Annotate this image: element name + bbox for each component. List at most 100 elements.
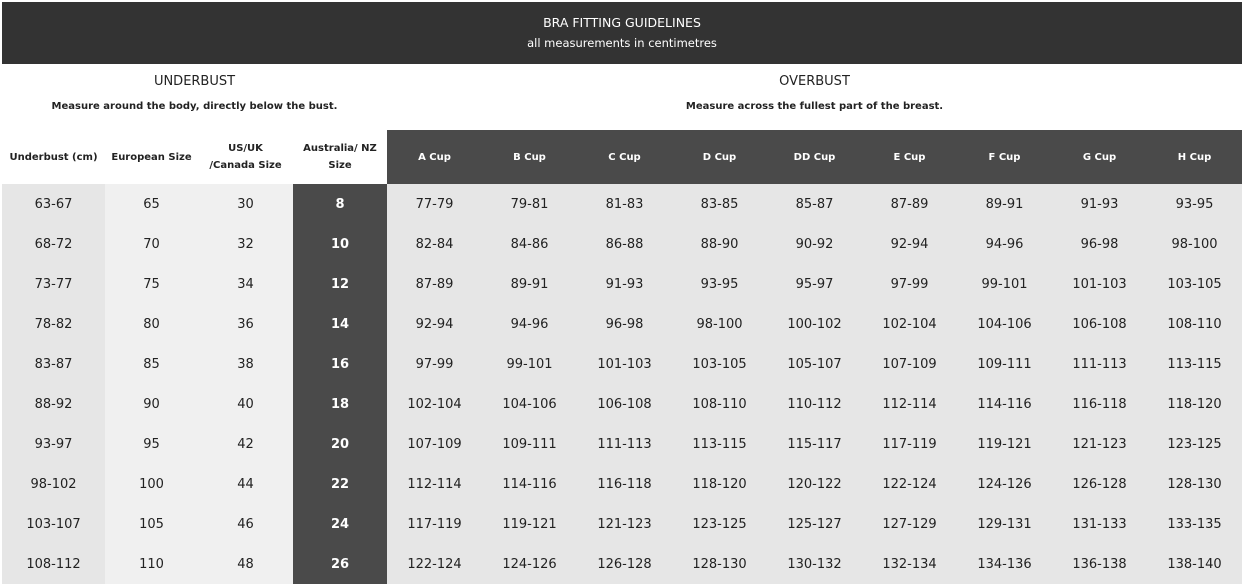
table-cell: 136-138 bbox=[1052, 544, 1147, 584]
table-cell: 103-105 bbox=[672, 344, 767, 384]
column-header: G Cup bbox=[1052, 130, 1147, 184]
table-cell: 111-113 bbox=[1052, 344, 1147, 384]
table-cell: 112-114 bbox=[387, 464, 482, 504]
table-cell: 123-125 bbox=[672, 504, 767, 544]
table-cell: 80 bbox=[105, 304, 198, 344]
table-cell: 103-107 bbox=[2, 504, 105, 544]
table-cell: 109-111 bbox=[957, 344, 1052, 384]
table-cell: 121-123 bbox=[577, 504, 672, 544]
table-row: 63-67 65 30 8 77-79 79-81 81-83 83-85 85-87 87-89… bbox=[2, 184, 1242, 224]
table-cell: 85 bbox=[105, 344, 198, 384]
table-cell: 26 bbox=[293, 544, 387, 584]
table-cell: 16 bbox=[293, 344, 387, 384]
table-cell: 104-106 bbox=[957, 304, 1052, 344]
table-row: 98-102 100 44 22 112-114 114-116 116-118 118-12… bbox=[2, 464, 1242, 504]
table-cell: 89-91 bbox=[482, 264, 577, 304]
column-header: US/UK /Canada Size bbox=[209, 143, 282, 171]
table-cell: 131-133 bbox=[1052, 504, 1147, 544]
overbust-heading: OVERBUST bbox=[779, 74, 850, 89]
table-cell: 110 bbox=[105, 544, 198, 584]
table-cell: 113-115 bbox=[672, 424, 767, 464]
table-cell: 65 bbox=[105, 184, 198, 224]
table-cell: 97-99 bbox=[387, 344, 482, 384]
table-cell: 88-92 bbox=[2, 384, 105, 424]
table-cell: 81-83 bbox=[577, 184, 672, 224]
table-cell: 129-131 bbox=[957, 504, 1052, 544]
table-cell: 119-121 bbox=[482, 504, 577, 544]
section-headings: UNDERBUST Measure around the body, direc… bbox=[2, 64, 1242, 130]
table-cell: 82-84 bbox=[387, 224, 482, 264]
table-cell: 115-117 bbox=[767, 424, 862, 464]
table-cell: 113-115 bbox=[1147, 344, 1242, 384]
table-cell: 99-101 bbox=[482, 344, 577, 384]
table-cell: 98-100 bbox=[672, 304, 767, 344]
column-header: D Cup bbox=[672, 130, 767, 184]
table-cell: 92-94 bbox=[862, 224, 957, 264]
table-cell: 89-91 bbox=[957, 184, 1052, 224]
table-cell: 85-87 bbox=[767, 184, 862, 224]
table-cell: 99-101 bbox=[957, 264, 1052, 304]
underbust-description: Measure around the body, directly below … bbox=[51, 101, 338, 112]
table-cell: 77-79 bbox=[387, 184, 482, 224]
column-header: E Cup bbox=[862, 130, 957, 184]
table-cell: 108-110 bbox=[1147, 304, 1242, 344]
table-cell: 12 bbox=[293, 264, 387, 304]
column-header: C Cup bbox=[577, 130, 672, 184]
underbust-heading: UNDERBUST bbox=[153, 74, 236, 89]
table-cell: 126-128 bbox=[1052, 464, 1147, 504]
table-cell: 110-112 bbox=[767, 384, 862, 424]
table-cell: 98-100 bbox=[1147, 224, 1242, 264]
table-cell: 84-86 bbox=[482, 224, 577, 264]
table-cell: 132-134 bbox=[862, 544, 957, 584]
table-cell: 83-87 bbox=[2, 344, 105, 384]
table-cell: 42 bbox=[198, 424, 293, 464]
column-header: Australia/ NZ Size bbox=[303, 143, 377, 171]
table-cell: 97-99 bbox=[862, 264, 957, 304]
table-cell: 90-92 bbox=[767, 224, 862, 264]
table-cell: 128-130 bbox=[1147, 464, 1242, 504]
table-cell: 100 bbox=[105, 464, 198, 504]
table-row: 103-107 105 46 24 117-119 119-121 121-123 123-1… bbox=[2, 504, 1242, 544]
table-cell: 88-90 bbox=[672, 224, 767, 264]
table-cell: 94-96 bbox=[957, 224, 1052, 264]
table-cell: 95-97 bbox=[767, 264, 862, 304]
table-cell: 105 bbox=[105, 504, 198, 544]
table-cell: 96-98 bbox=[577, 304, 672, 344]
table-row: 68-72 70 32 10 82-84 84-86 86-88 88-90 90-92 92-9… bbox=[2, 224, 1242, 264]
table-cell: 117-119 bbox=[387, 504, 482, 544]
table-cell: 90 bbox=[105, 384, 198, 424]
column-header: Underbust (cm) bbox=[9, 151, 98, 163]
table-cell: 119-121 bbox=[957, 424, 1052, 464]
table-cell: 106-108 bbox=[577, 384, 672, 424]
table-cell: 24 bbox=[293, 504, 387, 544]
table-cell: 116-118 bbox=[577, 464, 672, 504]
table-cell: 87-89 bbox=[387, 264, 482, 304]
table-cell: 92-94 bbox=[387, 304, 482, 344]
table-cell: 63-67 bbox=[2, 184, 105, 224]
table-cell: 127-129 bbox=[862, 504, 957, 544]
table-cell: 121-123 bbox=[1052, 424, 1147, 464]
table-cell: 38 bbox=[198, 344, 293, 384]
table-cell: 73-77 bbox=[2, 264, 105, 304]
table-cell: 107-109 bbox=[387, 424, 482, 464]
table-cell: 83-85 bbox=[672, 184, 767, 224]
table-cell: 34 bbox=[198, 264, 293, 304]
table-cell: 91-93 bbox=[1052, 184, 1147, 224]
table-cell: 22 bbox=[293, 464, 387, 504]
table-cell: 106-108 bbox=[1052, 304, 1147, 344]
table-cell: 75 bbox=[105, 264, 198, 304]
table-cell: 122-124 bbox=[387, 544, 482, 584]
column-header: DD Cup bbox=[767, 130, 862, 184]
table-cell: 105-107 bbox=[767, 344, 862, 384]
overbust-section: OVERBUST Measure across the fullest part… bbox=[387, 64, 1242, 130]
table-cell: 93-95 bbox=[672, 264, 767, 304]
table-cell: 70 bbox=[105, 224, 198, 264]
table-cell: 111-113 bbox=[577, 424, 672, 464]
table-cell: 138-140 bbox=[1147, 544, 1242, 584]
table-cell: 104-106 bbox=[482, 384, 577, 424]
table-cell: 94-96 bbox=[482, 304, 577, 344]
table-cell: 96-98 bbox=[1052, 224, 1147, 264]
table-cell: 44 bbox=[198, 464, 293, 504]
column-header: H Cup bbox=[1147, 130, 1242, 184]
table-cell: 108-112 bbox=[2, 544, 105, 584]
